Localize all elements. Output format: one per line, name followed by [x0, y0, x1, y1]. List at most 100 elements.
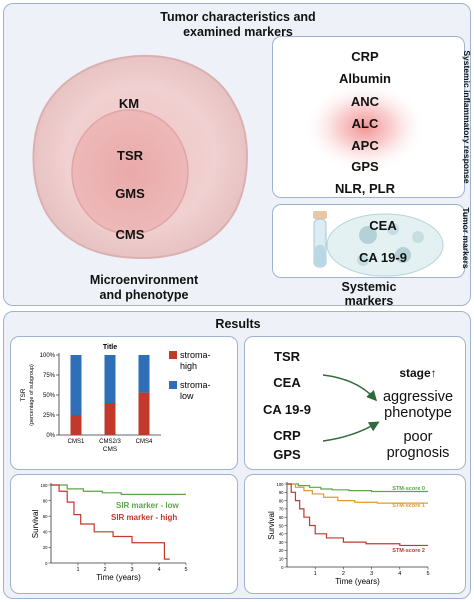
km-y-tick-label: 0: [281, 565, 284, 570]
summary-item-ca199: CA 19-9: [263, 402, 311, 417]
km-legend-STM-score 1: STM-score 1: [392, 503, 425, 509]
km-y-tick-label: 60: [279, 515, 284, 520]
micro-item-tsr: TSR: [117, 148, 143, 163]
legend-swatch-stroma-high: [169, 351, 177, 359]
top-title-line1: Tumor characteristics and: [160, 10, 316, 24]
km-y-tick-label: 10: [279, 557, 284, 562]
km-y-tick-label: 40: [43, 530, 48, 535]
outcome-stage-text: stage: [399, 366, 431, 380]
bar-x-tick-label: CMS2/3: [99, 439, 121, 445]
results-panel: Results Title 0% 25% 50% 75% 100% CMS1 CMS2/3 CM…: [3, 311, 471, 599]
stm-km-plot: 0 10 20 30 40 50 60 70 80 90 100 1 2 3 4 5 Time (years) S…: [267, 482, 430, 586]
km-y-axis-label: Survival: [31, 510, 40, 539]
km-y-tick-label: 80: [279, 498, 284, 503]
bar-y-tick-label: 100%: [40, 353, 56, 359]
km-x-tick-label: 4: [157, 567, 160, 573]
summary-arrows: [322, 374, 380, 442]
summary-item-crp: CRP: [273, 428, 301, 443]
outcome-poor-line2: prognosis: [386, 445, 450, 461]
km-curve-SIR marker - high: [51, 484, 170, 560]
micro-item-gms: GMS: [115, 186, 145, 201]
km-curve-STM-score 0: [287, 483, 428, 493]
km-legend-SIR marker - low: SIR marker - low: [116, 501, 179, 510]
km-curve-STM-score 1: [287, 483, 428, 504]
summary-item-cea: CEA: [273, 375, 301, 390]
tumor-marker-ca199: CA 19-9: [359, 250, 407, 265]
km-x-tick-label: 3: [130, 567, 133, 573]
km-x-tick-label: 1: [314, 571, 317, 577]
km-y-axis-label: Survival: [267, 511, 276, 540]
bar-y-tick-label: 50%: [43, 393, 56, 399]
km-x-tick-label: 2: [103, 567, 106, 573]
inflammation-glow: [303, 81, 427, 173]
km-x-tick-label: 3: [370, 571, 373, 577]
km-y-tick-label: 50: [279, 523, 284, 528]
km-y-tick-label: 90: [279, 490, 284, 495]
micro-item-km: KM: [118, 96, 140, 111]
outcome-poor-line1: poor: [403, 429, 433, 445]
micro-item-cms: CMS: [115, 227, 145, 242]
outcome-stage: stage↑: [370, 366, 466, 380]
tumor-markers-box: CEA CA 19-9: [272, 204, 465, 278]
legend-stroma-high-line2: high: [180, 361, 197, 371]
tumor-markers-side-label: Tumor markers: [461, 207, 471, 269]
bar-y-tick-label: 0%: [46, 433, 55, 439]
sir-item-crp: CRP: [351, 49, 379, 64]
stm-km-plot-box: 0 10 20 30 40 50 60 70 80 90 100 1 2 3 4 5 Time (years) S…: [244, 474, 466, 594]
blood-tube-illustration: [313, 211, 444, 277]
sir-item-apc: APC: [351, 138, 379, 153]
sir-item-gps: GPS: [351, 159, 379, 174]
legend-stroma-low-line1: stroma-: [180, 380, 211, 390]
top-panel: Tumor characteristics and examined marke…: [3, 3, 472, 308]
summary-box: TSR CEA CA 19-9 CRP GPS stage↑ aggressiv…: [244, 336, 466, 470]
systemic-inflammatory-box: CRP Albumin ANC ALC APC GPS NLR, PLR: [272, 36, 465, 198]
tumor-marker-cea: CEA: [369, 218, 397, 233]
km-curve-SIR marker - low: [51, 484, 186, 495]
bar-y-tick-label: 25%: [43, 413, 56, 419]
sir-km-plot-box: 0 20 40 60 80 100 1 2 3 4 5 Time (years) Survival SIR…: [10, 474, 238, 594]
tsr-bar-chart-box: Title 0% 25% 50% 75% 100% CMS1 CMS2/3 CMS4 CMS TSR…: [10, 336, 238, 470]
legend-swatch-stroma-low: [169, 381, 177, 389]
km-legend-STM-score 2: STM-score 2: [392, 548, 425, 554]
stage-up-arrow: ↑: [430, 366, 437, 380]
km-y-tick-label: 20: [43, 545, 48, 550]
km-x-tick-label: 2: [342, 571, 345, 577]
summary-item-tsr: TSR: [274, 349, 300, 364]
km-x-axis-label: Time (years): [335, 577, 380, 586]
legend-stroma-high-line1: stroma-: [180, 350, 211, 360]
sir-km-plot: 0 20 40 60 80 100 1 2 3 4 5 Time (years) Survival SIR…: [31, 483, 188, 582]
km-legend-STM-score 0: STM-score 0: [392, 486, 425, 492]
sir-item-alc: ALC: [351, 116, 379, 131]
bar-x-tick-label: CMS4: [136, 439, 153, 445]
km-y-tick-label: 30: [279, 540, 284, 545]
outcome-aggressive-line2: phenotype: [384, 405, 452, 421]
sir-item-albumin: Albumin: [339, 71, 391, 86]
km-y-tick-label: 80: [43, 498, 48, 503]
km-legend-SIR marker - high: SIR marker - high: [111, 513, 177, 522]
bar-stroma-high-CMS4: [138, 392, 150, 435]
microenvironment-section: KM TSR GMS CMS Microenvironment and phen…: [14, 44, 264, 304]
bar-x-tick-label: CMS1: [68, 439, 85, 445]
km-y-tick-label: 60: [43, 514, 48, 519]
systemic-label-line1: Systemic: [341, 280, 397, 294]
sir-item-nlr-plr: NLR, PLR: [335, 181, 395, 196]
sir-item-anc: ANC: [350, 94, 380, 109]
bar-chart-title: Title: [103, 344, 117, 351]
bar-stroma-high-CMS2/3: [104, 403, 116, 435]
km-x-tick-label: 4: [398, 571, 401, 577]
bar-stroma-low-CMS2/3: [104, 355, 116, 403]
km-y-tick-label: 40: [279, 532, 284, 537]
bar-stroma-low-CMS4: [138, 355, 150, 393]
km-y-tick-label: 20: [279, 548, 284, 553]
bar-y-tick-label: 75%: [43, 373, 56, 379]
bar-stroma-low-CMS1: [70, 355, 82, 415]
km-y-tick-label: 0: [45, 561, 48, 566]
bar-stroma-high-CMS1: [70, 415, 82, 435]
sir-side-label: Systemic inflammatory response: [462, 50, 472, 184]
micro-label-line2: and phenotype: [99, 288, 189, 302]
bar-x-axis-label: CMS: [103, 446, 118, 453]
km-x-tick-label: 5: [184, 567, 187, 573]
bar-y-axis-sublabel: (percentage of subgroup): [29, 364, 35, 426]
arrow-upper: [322, 374, 378, 402]
km-x-tick-label: 5: [426, 571, 429, 577]
